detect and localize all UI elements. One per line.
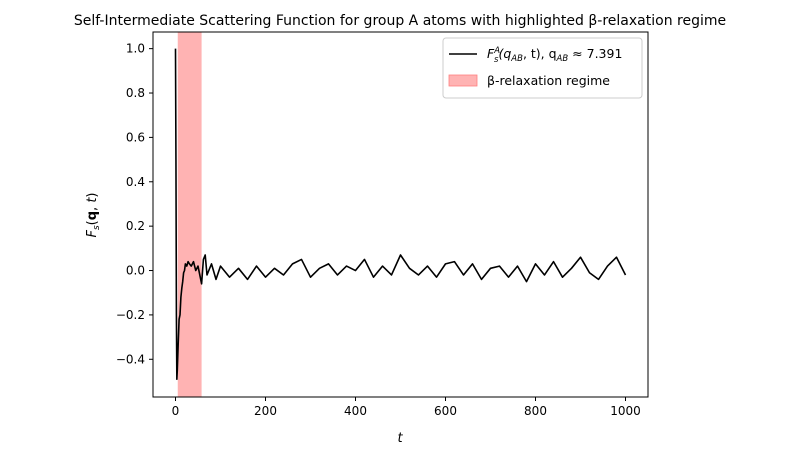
y-tick-label: 0.8 [126,86,145,100]
series-line [174,48,627,381]
legend: FA s(qAB, t), qAB ≈ 7.391 β-relaxation re… [442,37,643,99]
x-axis-label: t [397,431,403,446]
x-axis: 0 200 400 600 800 1000 [172,397,641,418]
legend-box [442,37,643,99]
beta-relaxation-span [177,32,202,397]
legend-patch-swatch [448,74,478,87]
y-axis-label: Fs(q, t) [85,192,102,237]
axes-frame [152,31,649,398]
x-tick-label: 800 [524,404,547,418]
y-tick-label: 0.2 [126,219,145,233]
y-tick-label: −0.2 [116,308,145,322]
x-tick-label: 400 [344,404,367,418]
x-tick-label: 600 [434,404,457,418]
x-tick-label: 0 [172,404,180,418]
legend-entry-series: FA s(qAB, t), qAB ≈ 7.391 [487,46,622,65]
y-tick-label: 0.0 [126,264,145,278]
x-tick-label: 1000 [610,404,641,418]
legend-entry-span: β-relaxation regime [487,73,610,88]
x-tick-label: 200 [254,404,277,418]
y-tick-label: 1.0 [126,42,145,56]
chart-title: Self-Intermediate Scattering Function fo… [74,13,726,29]
y-tick-label: 0.4 [126,175,145,189]
y-tick-label: −0.4 [116,352,145,366]
y-axis: −0.4 −0.2 0.0 0.2 0.4 0.6 0.8 1.0 [116,42,153,366]
y-tick-label: 0.6 [126,130,145,144]
plot-area [174,32,627,397]
